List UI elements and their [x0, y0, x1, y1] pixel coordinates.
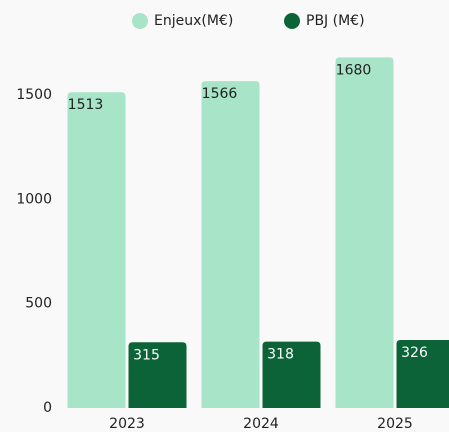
legend-label: Enjeux(M€) [154, 13, 233, 29]
legend-marker [284, 13, 300, 29]
data-label: 318 [267, 347, 294, 363]
data-label: 1513 [68, 97, 104, 113]
x-tick-label: 2024 [243, 416, 279, 432]
bar [67, 92, 126, 408]
data-label: 326 [401, 345, 428, 361]
bar [396, 339, 449, 408]
data-label: 1566 [202, 86, 238, 102]
x-tick-label: 2023 [109, 416, 145, 432]
data-label: 315 [133, 347, 160, 363]
y-tick-label: 500 [25, 296, 52, 312]
y-tick-label: 1000 [16, 191, 52, 207]
bar [128, 342, 187, 408]
x-tick-label: 2025 [377, 416, 413, 432]
legend-label: PBJ (M€) [306, 13, 365, 29]
legend-marker [132, 13, 148, 29]
bar [262, 341, 321, 408]
y-tick-label: 1500 [16, 87, 52, 103]
y-tick-label: 0 [43, 400, 52, 416]
bar [201, 81, 260, 409]
bar [335, 57, 394, 408]
data-label: 1680 [336, 62, 372, 78]
